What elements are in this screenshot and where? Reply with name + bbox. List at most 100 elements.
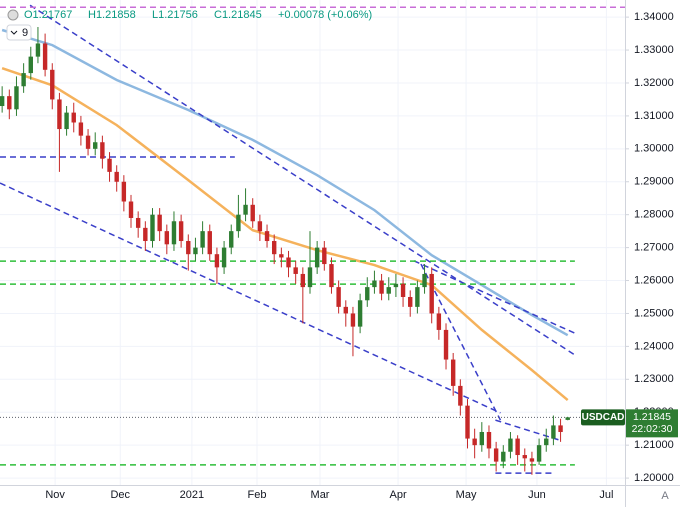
candle-body <box>50 69 55 100</box>
candle-body <box>293 267 298 274</box>
candle-body <box>508 438 513 452</box>
header-close: C1.21845 <box>214 9 262 21</box>
candle-body <box>21 73 26 87</box>
x-tick-label: Mar <box>311 489 330 501</box>
y-tick-label: 1.30000 <box>634 143 674 155</box>
candle-body <box>157 214 162 232</box>
y-tick-label: 1.31000 <box>634 110 674 122</box>
candle-body <box>78 122 84 136</box>
header-open: O1.21767 <box>24 9 72 21</box>
candle-body <box>7 96 12 110</box>
candle-body <box>408 296 413 307</box>
candle-body <box>186 241 191 255</box>
trend-line <box>29 4 576 356</box>
symbol-tag-label: USDCAD <box>582 412 625 423</box>
y-tick-label: 1.28000 <box>634 209 674 221</box>
candle-body <box>114 171 119 182</box>
candle-body <box>71 112 76 123</box>
x-tick-label: Nov <box>45 489 65 501</box>
candle-body <box>493 448 499 462</box>
candle-body <box>35 43 41 57</box>
candle-body <box>386 287 391 294</box>
x-tick-label: Jul <box>599 489 613 501</box>
candle-body <box>135 217 141 228</box>
y-tick-label: 1.29000 <box>634 176 674 188</box>
candle-body <box>207 231 212 255</box>
candle-body <box>558 425 563 432</box>
candle-body <box>28 56 33 74</box>
y-tick-label: 1.27000 <box>634 242 674 254</box>
candle-body <box>379 280 384 294</box>
moving-average <box>1 28 569 337</box>
candle-body <box>200 231 205 248</box>
candle-body <box>214 254 220 268</box>
header-high: H1.21858 <box>88 9 136 21</box>
candle-body <box>565 417 570 420</box>
price-tag <box>626 409 678 438</box>
candle-body <box>300 273 306 288</box>
candle-body <box>336 287 341 307</box>
candle-body <box>229 231 234 248</box>
candle-body <box>329 264 334 288</box>
candle-body <box>57 99 62 130</box>
candle-body <box>150 214 155 242</box>
candle-body <box>243 204 248 215</box>
candle-body <box>479 431 485 446</box>
candle-body <box>365 287 370 301</box>
candle-body <box>486 431 492 449</box>
candle-body <box>343 306 348 314</box>
y-tick-label: 1.23000 <box>634 373 674 385</box>
y-tick-label: 1.34000 <box>634 11 674 23</box>
candle-body <box>236 214 241 232</box>
candle-body <box>472 438 477 446</box>
candle-body <box>257 221 263 232</box>
candle-body <box>400 283 406 297</box>
indicator-toggle[interactable] <box>6 24 32 41</box>
candle-body <box>85 135 91 149</box>
candle-body <box>372 280 377 288</box>
candle-body <box>529 458 535 462</box>
symbol-tag <box>581 409 625 426</box>
candle-body <box>93 142 98 149</box>
y-tick-label: 1.33000 <box>634 44 674 56</box>
candle-body <box>178 221 184 242</box>
auto-scale[interactable]: A <box>661 490 669 502</box>
x-tick-label: Feb <box>248 489 267 501</box>
candle-body <box>107 158 112 172</box>
candle-body <box>143 227 148 242</box>
x-tick-label: Apr <box>389 489 406 501</box>
price-tag-value: 1.21845 <box>633 411 671 423</box>
candle-body <box>64 112 69 130</box>
candle-body <box>357 300 363 327</box>
candle-body <box>128 201 134 218</box>
trend-line <box>420 263 502 421</box>
x-tick-label: Jun <box>528 489 546 501</box>
candle-body <box>422 273 427 288</box>
y-tick-label: 1.25000 <box>634 307 674 319</box>
candle-body <box>436 313 442 330</box>
indicator-count: 9 <box>22 27 28 39</box>
x-tick-label: Dec <box>110 489 130 501</box>
candle-body <box>42 43 48 70</box>
y-tick-label: 1.32000 <box>634 77 674 89</box>
candle-body <box>307 267 313 288</box>
candle-body <box>443 329 449 360</box>
candle-body <box>264 231 270 242</box>
trend-line <box>495 419 561 441</box>
candle-body <box>515 438 520 456</box>
candle-body <box>100 142 105 159</box>
candle-body <box>501 451 506 462</box>
y-tick-label: 1.24000 <box>634 340 674 352</box>
candle-body <box>544 438 549 446</box>
x-tick-label: May <box>456 489 477 501</box>
candle-body <box>250 204 255 222</box>
candle-body <box>536 445 542 462</box>
candle-body <box>286 257 291 268</box>
candle-body <box>350 313 356 327</box>
header-change: +0.00078 (+0.06%) <box>278 9 372 21</box>
candle-body <box>415 287 420 307</box>
candle-body <box>0 96 5 107</box>
candle-body <box>393 283 399 288</box>
legend-header: O1.21767 H1.21858 L1.21756 C1.21845 +0.0… <box>6 9 372 41</box>
